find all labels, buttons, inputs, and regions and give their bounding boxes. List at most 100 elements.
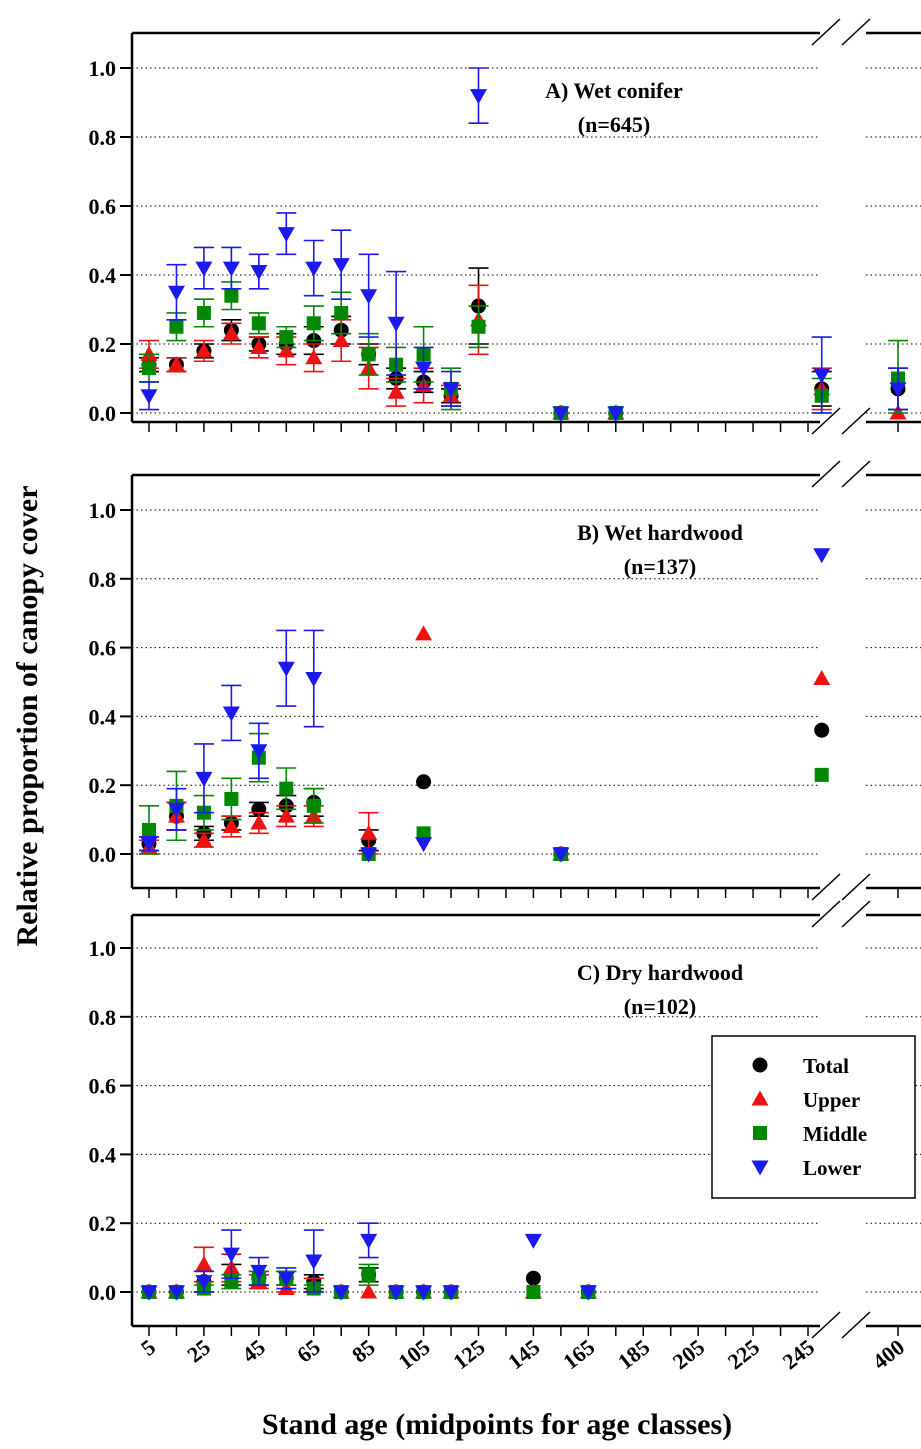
- y-tick-label: 0.6: [89, 1074, 117, 1099]
- data-point-upper: [305, 349, 323, 365]
- data-point-lower: [524, 1233, 542, 1249]
- y-tick-label: 0.4: [89, 704, 117, 729]
- data-point-lower: [140, 389, 158, 405]
- axis-break-mark: [841, 1311, 871, 1339]
- data-point-lower: [140, 1285, 158, 1301]
- data-point-lower: [222, 1247, 240, 1263]
- data-point-lower: [305, 261, 323, 277]
- legend-label-lower: Lower: [803, 1156, 861, 1180]
- data-point-middle: [306, 316, 321, 331]
- legend-marker-lower: [751, 1160, 769, 1176]
- y-axis-label: Relative proportion of canopy cover: [11, 485, 44, 946]
- y-tick-label: 0.2: [89, 773, 117, 798]
- data-point-upper: [387, 383, 405, 399]
- series-upper: [139, 625, 831, 861]
- axis-break-mark: [811, 407, 841, 435]
- data-point-lower: [250, 1264, 268, 1280]
- data-point-middle: [279, 781, 294, 796]
- data-point-upper: [195, 831, 213, 847]
- legend-label-upper: Upper: [803, 1088, 860, 1112]
- y-tick-label: 0.6: [89, 636, 117, 661]
- data-point-lower: [277, 1271, 295, 1287]
- data-point-lower: [140, 837, 158, 853]
- legend-label-middle: Middle: [803, 1122, 867, 1146]
- data-point-lower: [579, 1285, 597, 1301]
- data-point-total: [525, 1270, 541, 1286]
- data-point-middle: [279, 330, 294, 345]
- x-tick-label: 205: [668, 1334, 709, 1374]
- panels: 0.00.20.40.60.81.0A) Wet conifer(n=645)0…: [89, 18, 921, 1339]
- data-point-upper: [813, 670, 831, 686]
- y-tick-label: 1.0: [89, 936, 117, 961]
- data-point-lower: [415, 837, 433, 853]
- data-point-total: [814, 722, 830, 738]
- data-point-lower: [195, 261, 213, 277]
- data-point-lower: [360, 847, 378, 863]
- data-point-lower: [415, 1285, 433, 1301]
- legend-label-total: Total: [803, 1054, 849, 1078]
- x-tick-label: 105: [393, 1334, 434, 1374]
- data-point-lower: [552, 847, 570, 863]
- x-tick-label: 225: [723, 1334, 764, 1374]
- y-tick-label: 0.0: [89, 842, 117, 867]
- data-point-upper: [222, 817, 240, 833]
- data-point-lower: [813, 368, 831, 384]
- data-point-lower: [167, 285, 185, 301]
- data-point-lower: [332, 1285, 350, 1301]
- series-total: [139, 722, 830, 862]
- data-point-lower: [305, 672, 323, 688]
- data-point-total: [416, 774, 432, 790]
- x-tick-label: 5: [136, 1334, 160, 1360]
- legend-marker-middle: [753, 1126, 767, 1140]
- y-tick-label: 0.8: [89, 1005, 117, 1030]
- data-point-upper: [250, 338, 268, 354]
- x-axis-label: Stand age (midpoints for age classes): [262, 1408, 732, 1441]
- data-point-lower: [813, 548, 831, 564]
- y-tick-label: 0.4: [89, 1142, 117, 1167]
- data-point-lower: [360, 289, 378, 305]
- y-tick-label: 0.8: [89, 567, 117, 592]
- x-tick-label: 145: [503, 1334, 544, 1374]
- axis-break-mark: [841, 407, 871, 435]
- data-point-middle: [169, 319, 184, 334]
- panel-title: C) Dry hardwood: [577, 960, 743, 985]
- y-tick-label: 1.0: [89, 56, 117, 81]
- panel-subtitle: (n=102): [624, 994, 696, 1019]
- data-point-lower: [250, 744, 268, 760]
- data-point-middle: [526, 1285, 541, 1299]
- data-point-upper: [140, 345, 158, 361]
- axis-break-mark: [811, 873, 841, 901]
- data-point-lower: [470, 89, 487, 105]
- data-point-lower: [332, 258, 350, 274]
- data-point-upper: [167, 356, 185, 372]
- data-point-lower: [222, 706, 240, 722]
- legend: Total Upper Middle Lower: [711, 1035, 916, 1199]
- x-tick-label: 245: [778, 1334, 819, 1374]
- data-point-lower: [195, 771, 213, 787]
- panel-title: B) Wet hardwood: [577, 520, 743, 545]
- x-tick-label: 165: [558, 1334, 599, 1374]
- data-point-middle: [814, 767, 829, 782]
- x-tick-label: 45: [237, 1334, 270, 1367]
- legend-box: [711, 1035, 916, 1199]
- data-point-lower: [387, 1285, 405, 1301]
- data-point-lower: [167, 1285, 185, 1301]
- data-point-lower: [195, 1275, 213, 1291]
- data-point-lower: [305, 1254, 323, 1270]
- data-point-upper: [277, 807, 295, 823]
- axis-break-mark: [811, 900, 841, 928]
- data-point-upper: [250, 814, 268, 830]
- data-point-upper: [195, 342, 213, 358]
- data-point-lower: [415, 361, 433, 377]
- data-point-lower: [889, 382, 907, 398]
- data-point-upper: [360, 1283, 378, 1299]
- y-tick-label: 0.8: [89, 125, 117, 150]
- axis-break-mark: [811, 1311, 841, 1339]
- x-tick-label: 125: [448, 1334, 489, 1374]
- data-point-upper: [195, 1255, 213, 1271]
- data-point-middle: [471, 319, 486, 334]
- data-point-middle: [361, 347, 376, 362]
- data-point-lower: [222, 261, 240, 277]
- x-tick-label: 400: [868, 1334, 909, 1374]
- axis-break-mark: [811, 460, 841, 488]
